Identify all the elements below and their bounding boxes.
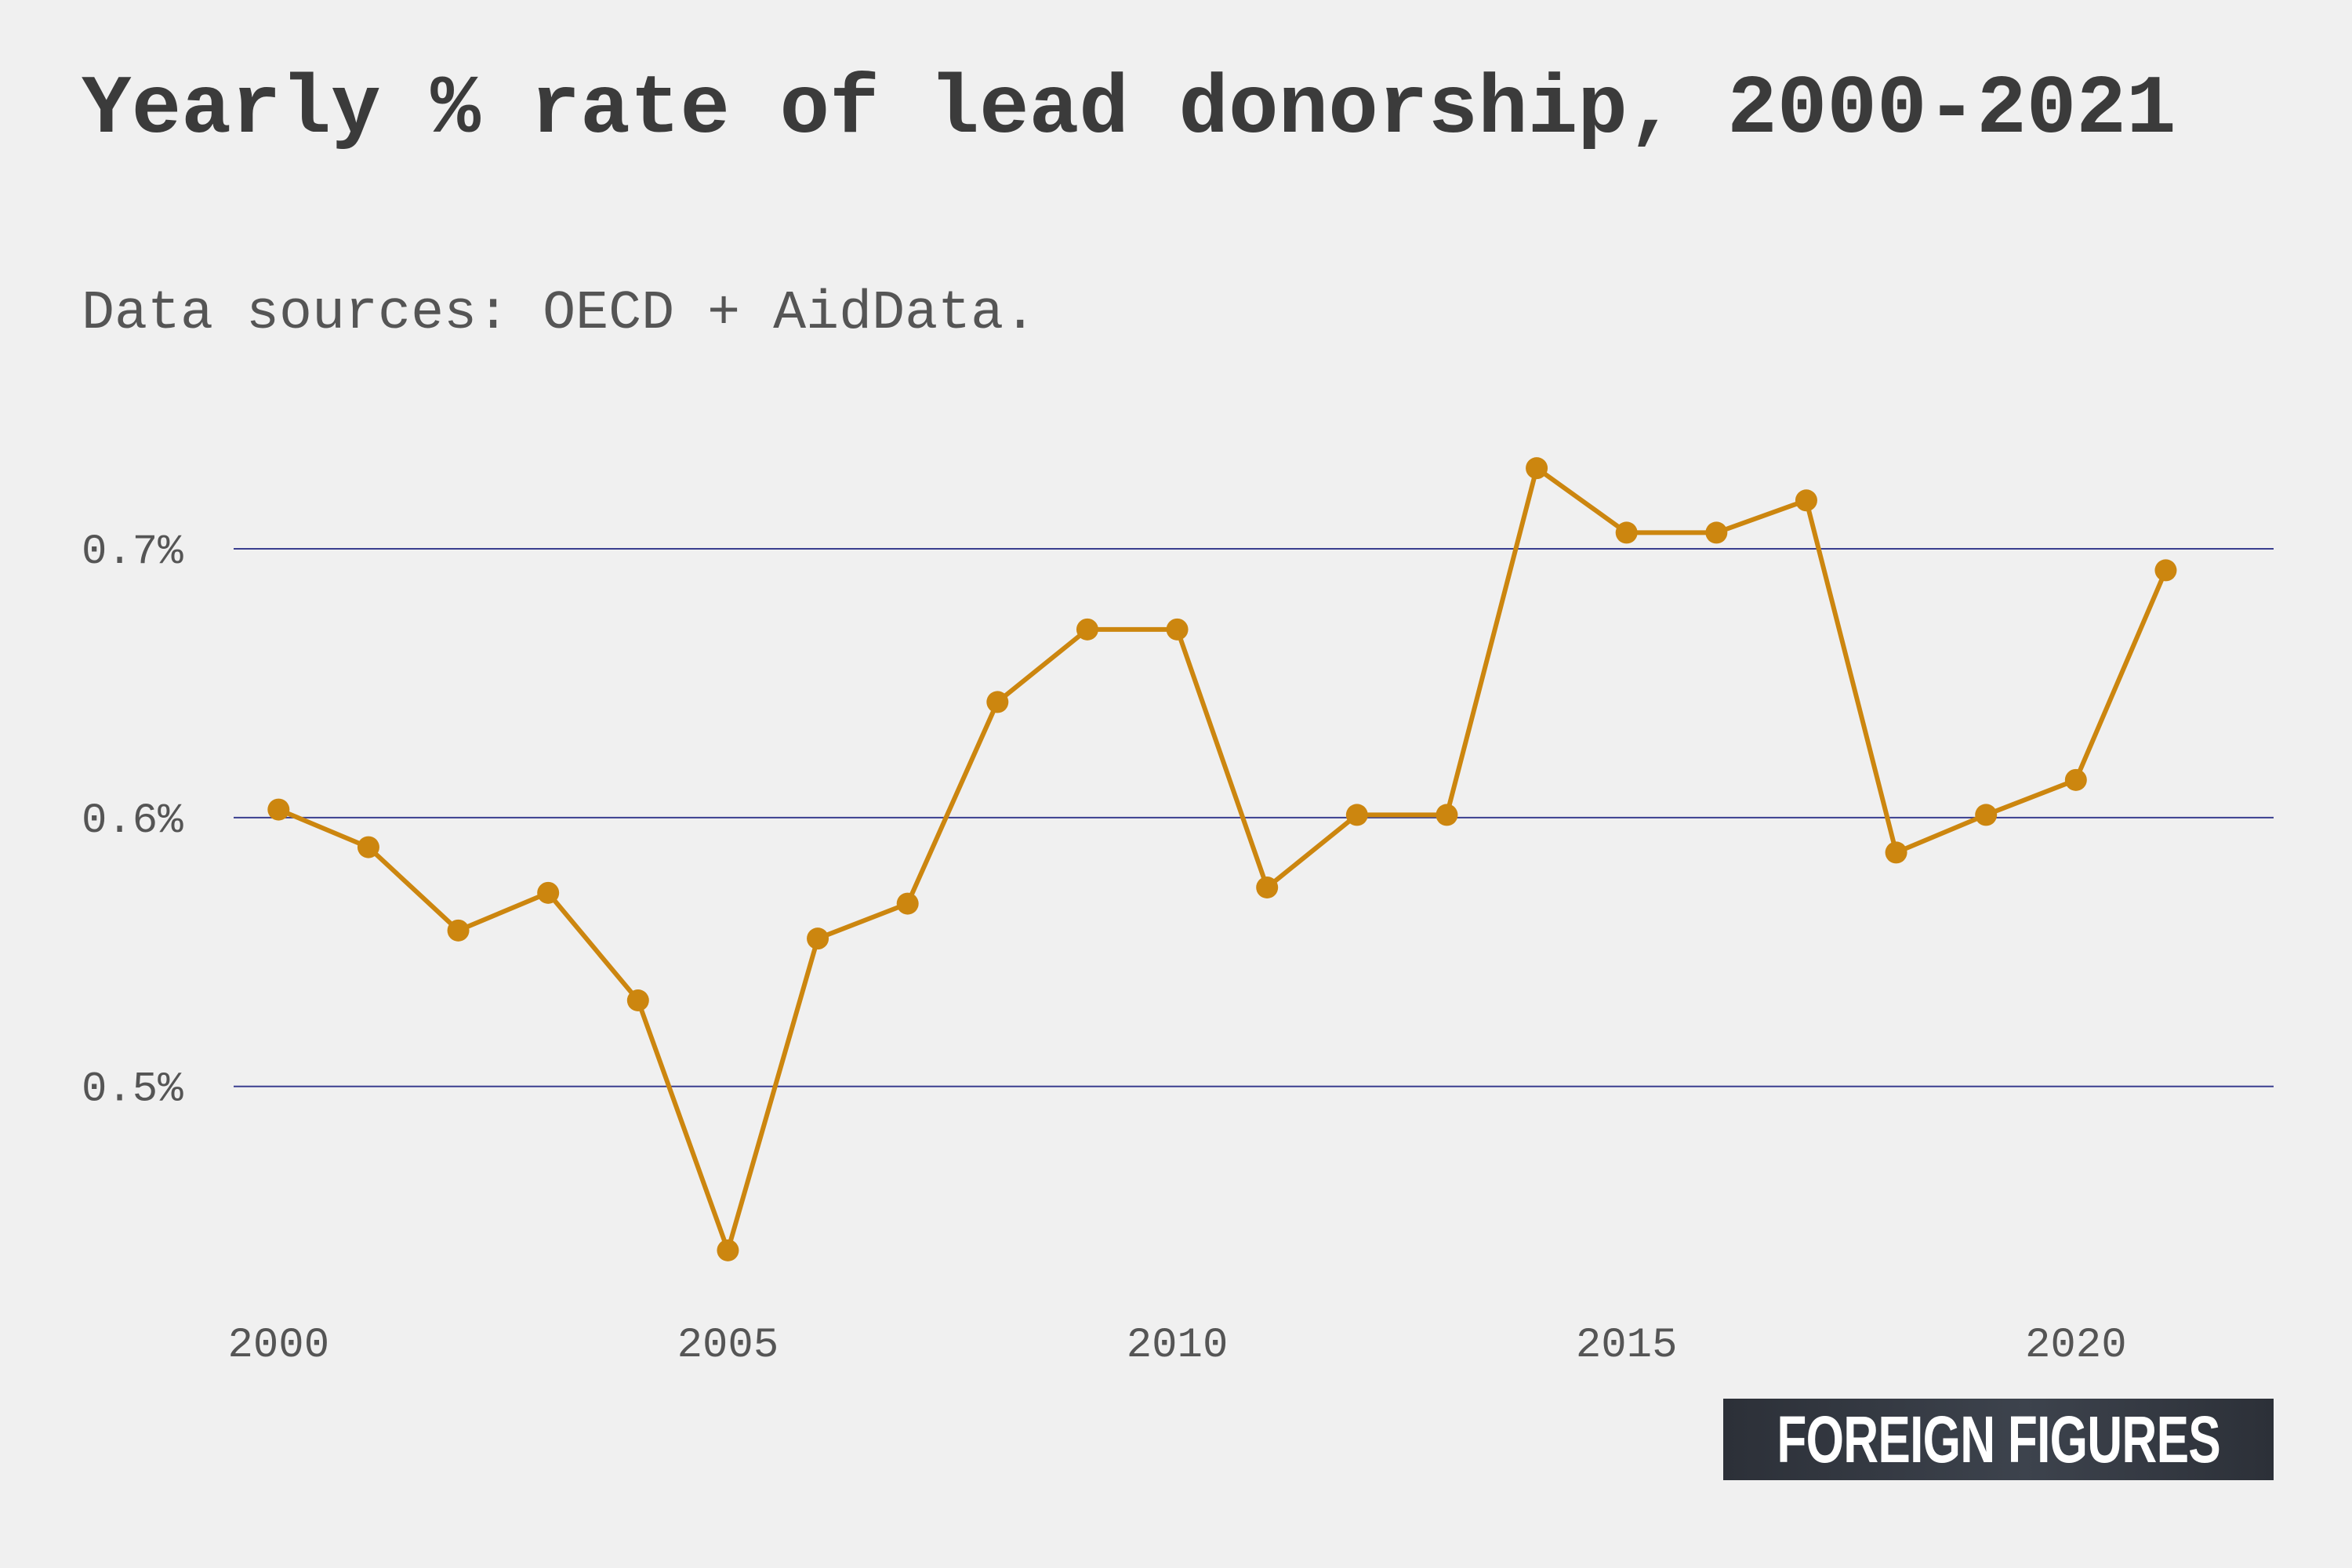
data-point	[807, 927, 829, 950]
brand-logo: FOREIGN FIGURES	[1723, 1399, 2274, 1480]
data-point	[1615, 521, 1638, 544]
data-point	[626, 989, 649, 1011]
x-tick-label: 2020	[2025, 1322, 2127, 1370]
data-point	[1526, 457, 1548, 480]
y-axis-ticks: 0.5% 0.6% 0.7%	[82, 528, 183, 1114]
y-tick-label: 0.6%	[82, 797, 183, 845]
x-tick-label: 2015	[1576, 1322, 1678, 1370]
data-point	[986, 691, 1009, 713]
data-point	[1166, 618, 1189, 641]
x-tick-label: 2000	[228, 1322, 330, 1370]
gridlines	[234, 548, 2274, 1087]
x-axis-ticks: 2000 2005 2010 2015 2020	[228, 1322, 2127, 1370]
data-point	[447, 919, 470, 942]
data-point	[896, 892, 919, 915]
chart-subtitle: Data sources: OECD + AidData.	[82, 283, 1037, 345]
data-point	[357, 836, 379, 858]
data-point	[1975, 804, 1998, 826]
data-point	[537, 881, 560, 904]
brand-logo-text: FOREIGN FIGURES	[1777, 1402, 2220, 1476]
data-series	[267, 457, 2177, 1261]
x-tick-label: 2005	[677, 1322, 779, 1370]
y-tick-label: 0.7%	[82, 528, 183, 576]
data-point	[2064, 768, 2087, 791]
data-point	[1885, 841, 1907, 864]
series-line	[276, 466, 2169, 1253]
data-point	[267, 798, 290, 821]
data-point	[1436, 804, 1458, 826]
y-tick-label: 0.5%	[82, 1066, 183, 1114]
data-point	[1705, 521, 1728, 544]
data-point	[1076, 618, 1098, 641]
data-point	[1256, 877, 1279, 898]
chart-title: Yearly % rate of lead donorship, 2000-20…	[82, 63, 2176, 157]
data-point	[2154, 559, 2177, 582]
data-point	[1795, 489, 1817, 512]
data-point	[717, 1239, 739, 1261]
data-point	[1345, 804, 1368, 826]
x-tick-label: 2010	[1127, 1322, 1229, 1370]
